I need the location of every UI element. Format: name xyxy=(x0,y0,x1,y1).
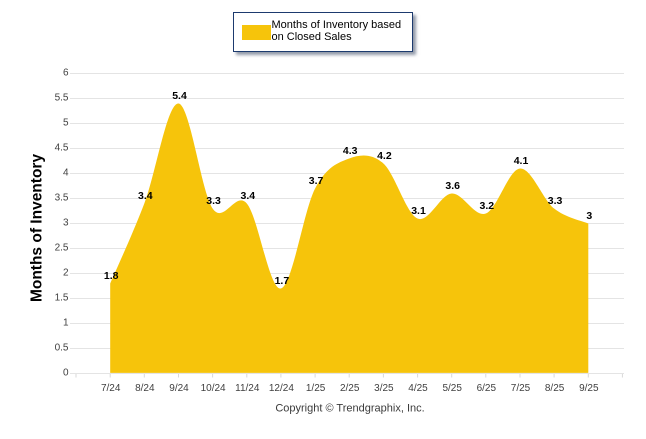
svg-text:2.5: 2.5 xyxy=(55,243,69,254)
svg-text:3.6: 3.6 xyxy=(445,180,460,192)
svg-text:3/25: 3/25 xyxy=(374,383,394,394)
svg-text:5.4: 5.4 xyxy=(172,90,187,102)
svg-text:1: 1 xyxy=(63,318,69,329)
svg-text:5/25: 5/25 xyxy=(442,383,462,394)
svg-text:4.2: 4.2 xyxy=(377,150,392,162)
svg-text:10/24: 10/24 xyxy=(201,383,226,394)
svg-text:3.5: 3.5 xyxy=(55,193,69,204)
svg-text:1.7: 1.7 xyxy=(275,275,290,287)
svg-text:2/25: 2/25 xyxy=(340,383,360,394)
svg-text:5: 5 xyxy=(63,118,69,129)
svg-text:8/25: 8/25 xyxy=(545,383,565,394)
svg-text:3.2: 3.2 xyxy=(479,200,494,212)
svg-text:9/24: 9/24 xyxy=(169,383,189,394)
svg-text:3.1: 3.1 xyxy=(411,205,426,217)
svg-text:3: 3 xyxy=(586,210,592,222)
svg-text:4/25: 4/25 xyxy=(408,383,428,394)
svg-text:1.8: 1.8 xyxy=(104,270,119,282)
svg-text:9/25: 9/25 xyxy=(579,383,599,394)
svg-text:4.5: 4.5 xyxy=(55,143,69,154)
svg-text:3.7: 3.7 xyxy=(309,175,324,187)
svg-text:11/24: 11/24 xyxy=(235,383,260,394)
svg-text:0.5: 0.5 xyxy=(55,343,69,354)
svg-text:4.1: 4.1 xyxy=(514,155,529,167)
svg-text:3.4: 3.4 xyxy=(138,190,153,202)
svg-text:6: 6 xyxy=(63,68,69,79)
svg-text:6/25: 6/25 xyxy=(477,383,497,394)
svg-text:1/25: 1/25 xyxy=(306,383,326,394)
svg-text:4: 4 xyxy=(63,168,69,179)
svg-text:0: 0 xyxy=(63,368,69,379)
svg-text:Months of Inventory: Months of Inventory xyxy=(29,154,46,302)
svg-text:3.3: 3.3 xyxy=(548,195,563,207)
svg-text:12/24: 12/24 xyxy=(269,383,294,394)
svg-text:7/24: 7/24 xyxy=(101,383,121,394)
svg-text:8/24: 8/24 xyxy=(135,383,155,394)
svg-text:4.3: 4.3 xyxy=(343,145,358,157)
svg-text:7/25: 7/25 xyxy=(511,383,531,394)
svg-text:5.5: 5.5 xyxy=(55,93,69,104)
svg-text:3: 3 xyxy=(63,218,69,229)
svg-text:2: 2 xyxy=(63,268,69,279)
svg-text:1.5: 1.5 xyxy=(55,293,69,304)
svg-text:Copyright © Trendgraphix, Inc.: Copyright © Trendgraphix, Inc. xyxy=(275,403,424,415)
svg-text:3.4: 3.4 xyxy=(240,190,255,202)
svg-text:3.3: 3.3 xyxy=(206,195,221,207)
